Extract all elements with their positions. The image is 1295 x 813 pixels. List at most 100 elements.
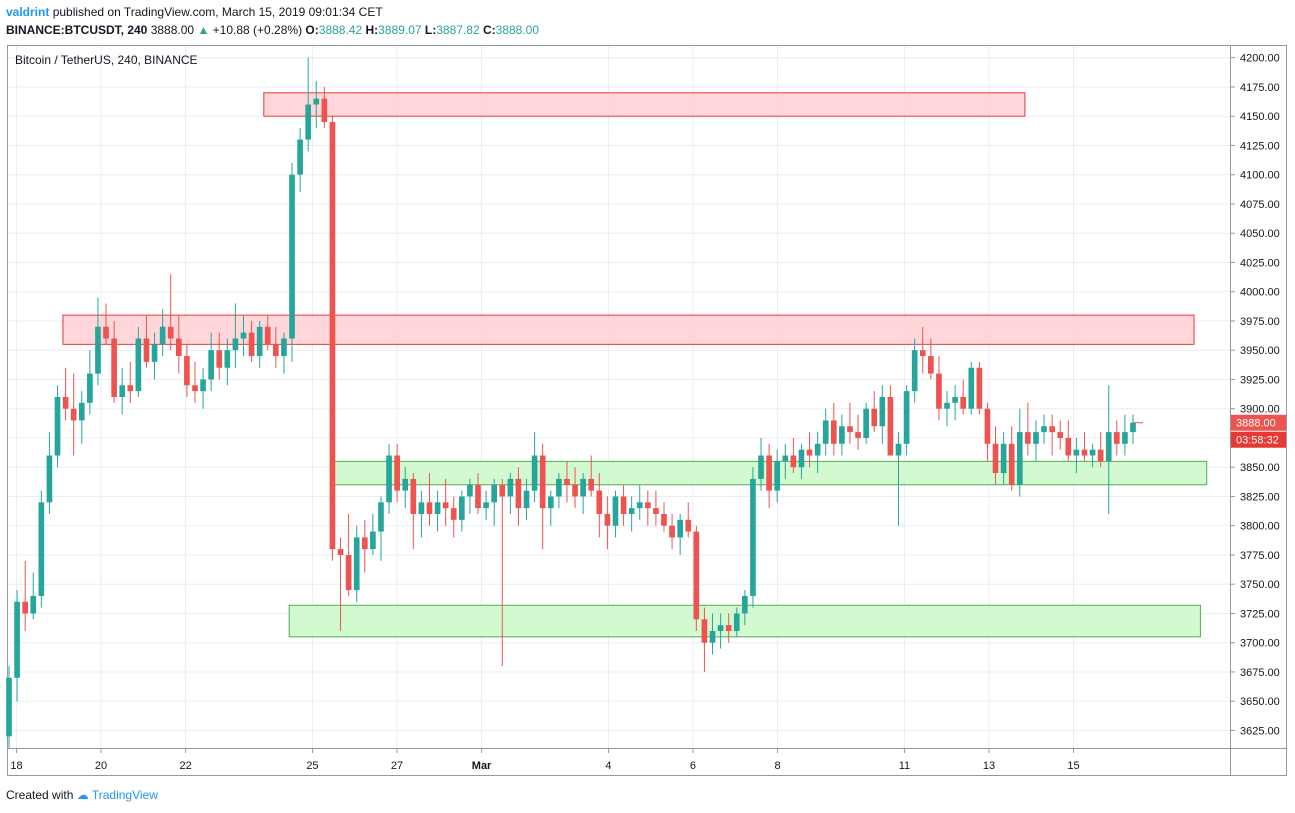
candle-body	[774, 461, 781, 491]
candle-body	[887, 397, 894, 456]
candle-body	[507, 478, 514, 497]
candle-up	[240, 315, 247, 357]
candle-down	[143, 315, 150, 368]
candle-down	[596, 473, 603, 538]
candle-body	[264, 326, 271, 345]
price-tick-label: 3850.00	[1240, 462, 1280, 474]
candle-body	[248, 332, 255, 357]
time-tick-label: 15	[1067, 760, 1079, 772]
candle-down	[361, 519, 368, 573]
candle-up	[1000, 432, 1007, 485]
candle-body	[1105, 432, 1112, 462]
candle-up	[1033, 420, 1039, 462]
candle-body	[175, 338, 182, 357]
candles-layer	[6, 57, 1136, 748]
price-tick-label: 4125.00	[1240, 140, 1280, 152]
change-value: +10.88 (+0.28%)	[212, 23, 303, 37]
candle-body	[30, 595, 37, 614]
candle-body	[418, 502, 425, 514]
candle-body	[863, 408, 869, 438]
candle-body	[936, 373, 942, 409]
candle-body	[798, 449, 805, 468]
candle-body	[281, 338, 287, 357]
candle-body	[208, 350, 214, 380]
candle-up	[709, 613, 716, 655]
candle-body	[87, 373, 93, 403]
candle-body	[95, 326, 101, 374]
candle-up	[798, 443, 805, 479]
price-tick-label: 3650.00	[1240, 696, 1280, 708]
tradingview-logo-icon[interactable]: ☁	[76, 788, 89, 802]
candle-up	[370, 514, 376, 555]
candle-up	[879, 385, 886, 444]
price-tick-label: 4150.00	[1240, 111, 1280, 123]
candle-body	[78, 402, 85, 421]
price-tick-label: 3825.00	[1240, 491, 1280, 503]
candle-down	[175, 315, 182, 374]
candle-down	[192, 361, 198, 403]
candle-body	[289, 174, 295, 339]
price-tick-label: 3900.00	[1240, 404, 1280, 416]
candle-down	[1081, 432, 1088, 462]
candle-down	[572, 467, 578, 509]
candle-body	[467, 484, 473, 497]
tradingview-brand[interactable]: TradingView	[91, 788, 158, 802]
candle-up	[402, 467, 409, 509]
candle-body	[378, 502, 384, 532]
candle-body	[1130, 422, 1136, 433]
candle-down	[871, 391, 878, 433]
candle-body	[119, 385, 126, 397]
candle-up	[968, 361, 975, 415]
candle-up	[78, 391, 85, 444]
candle-body	[628, 508, 635, 514]
price-tick-label: 3975.00	[1240, 316, 1280, 328]
author-name[interactable]: valdrint	[6, 5, 50, 19]
candle-up	[628, 496, 635, 532]
time-tick-label: 6	[690, 760, 696, 772]
candle-body	[1033, 432, 1039, 444]
price-tick-label: 3700.00	[1240, 638, 1280, 650]
open-label: O:	[305, 23, 319, 37]
candle-body	[531, 455, 538, 491]
candle-body	[669, 525, 675, 538]
candle-up	[159, 309, 166, 357]
candle-up	[378, 496, 384, 561]
candle-body	[329, 122, 336, 550]
candle-up	[46, 432, 53, 514]
candle-body	[976, 367, 983, 409]
time-tick-label: 22	[179, 760, 191, 772]
candle-up	[1089, 443, 1096, 468]
candle-body	[709, 631, 716, 643]
candle-up	[944, 391, 950, 427]
candle-up	[556, 473, 562, 509]
candle-body	[556, 478, 562, 497]
candle-body	[992, 443, 999, 474]
candle-body	[523, 490, 530, 509]
candle-up	[224, 338, 231, 386]
candle-body	[733, 613, 740, 631]
candle-body	[313, 98, 320, 105]
candle-down	[806, 432, 813, 468]
time-tick-label: 20	[95, 760, 107, 772]
candle-body	[790, 455, 797, 468]
close-value: 3888.00	[495, 23, 540, 37]
price-tick-label: 4050.00	[1240, 228, 1280, 240]
candle-up	[733, 607, 740, 637]
candle-body	[855, 432, 861, 438]
candle-down	[976, 361, 983, 415]
candle-up	[483, 490, 489, 520]
candle-body	[450, 508, 457, 520]
candle-up	[200, 367, 206, 409]
candle-body	[386, 455, 392, 503]
candle-down	[62, 367, 69, 421]
candle-down	[830, 402, 837, 456]
symbol-header: BINANCE:BTCUSDT, 240 3888.00 ▲ +10.88 (+…	[6, 23, 539, 37]
candle-body	[830, 420, 837, 444]
candle-body	[596, 490, 603, 514]
candle-down	[273, 326, 279, 368]
price-tick-label: 3800.00	[1240, 521, 1280, 533]
candle-up	[952, 385, 958, 421]
candle-body	[200, 379, 206, 392]
candle-down	[1113, 420, 1120, 456]
